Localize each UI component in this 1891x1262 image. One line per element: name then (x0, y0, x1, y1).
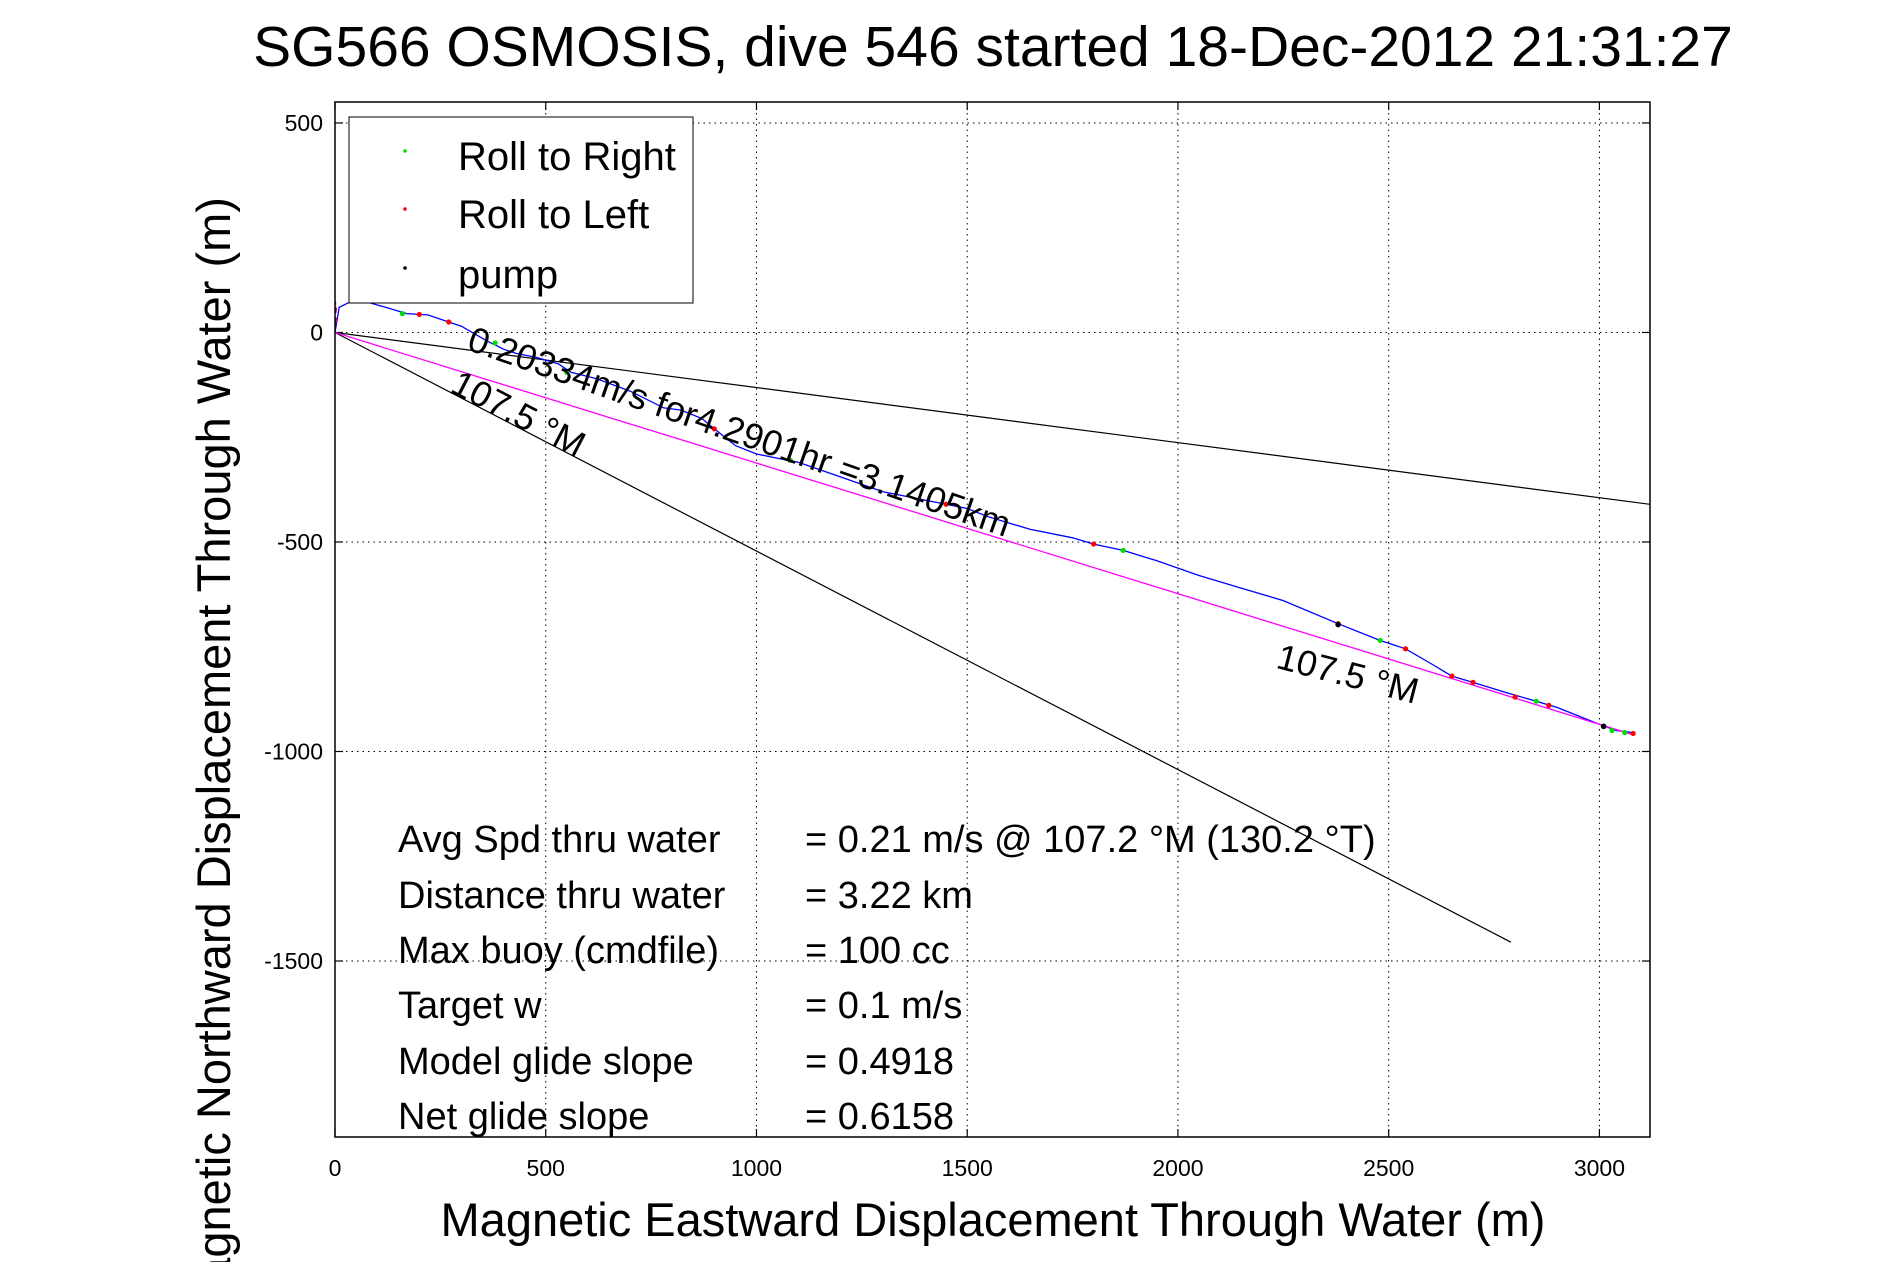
x-tick-label: 3000 (1574, 1155, 1625, 1181)
reference-line (335, 331, 1650, 505)
stat-value: = 3.22 km (805, 875, 973, 917)
y-tick-label: -500 (277, 529, 323, 555)
stat-label: Net glide slope (398, 1096, 649, 1138)
marker-pump (1600, 723, 1607, 730)
legend-marker-roll-right (403, 149, 407, 153)
marker-roll-right (399, 311, 406, 317)
y-tick-label: 500 (285, 110, 323, 136)
marker-roll-right (1609, 727, 1615, 734)
marker-roll-right (492, 340, 498, 346)
legend-label-roll-right: Roll to Right (458, 135, 676, 179)
stat-value: = 0.4918 (805, 1041, 954, 1083)
reference-line (335, 331, 1512, 943)
y-axis-label: Magnetic Northward Displacement Through … (187, 197, 240, 1262)
stat-value: = 100 cc (805, 930, 950, 972)
marker-roll-left (1470, 679, 1476, 685)
series-line-heading-line (335, 331, 1634, 736)
stat-label: Model glide slope (398, 1041, 694, 1083)
stat-value: = 0.6158 (805, 1096, 954, 1138)
stat-label: Distance thru water (398, 875, 726, 917)
data-layer (335, 295, 1650, 943)
marker-roll-right (564, 369, 570, 375)
legend-marker-pump (403, 266, 407, 270)
legend-label-pump: pump (458, 253, 558, 297)
marker-roll-left (1546, 702, 1552, 709)
y-axis-ticks: 500 0 -500 -1000 -1500 (264, 110, 1650, 974)
stat-label: Max buoy (cmdfile) (398, 930, 719, 972)
legend-label-roll-left: Roll to Left (458, 193, 649, 237)
marker-roll-left (1630, 730, 1636, 737)
y-tick-label: -1000 (264, 738, 323, 764)
dive-stats: Avg Spd thru water = 0.21 m/s @ 107.2 °M … (398, 819, 1376, 1138)
x-axis-label: Magnetic Eastward Displacement Through W… (441, 1193, 1546, 1246)
marker-roll-right (1622, 730, 1628, 736)
stat-label: Target w (398, 985, 542, 1027)
plot-frame (334, 101, 1651, 1138)
marker-roll-right (787, 457, 793, 463)
marker-roll-left (1091, 541, 1097, 547)
x-axis-ticks: 0 500 1000 1500 2000 2500 3000 (329, 102, 1625, 1181)
marker-roll-left (1512, 694, 1518, 700)
y-tick-label: 0 (310, 319, 323, 345)
marker-pump (1335, 621, 1341, 628)
marker-roll-left (416, 311, 422, 318)
marker-roll-right (1533, 698, 1539, 704)
stat-value: = 0.1 m/s (805, 985, 962, 1027)
marker-roll-right (1377, 637, 1383, 644)
marker-roll-right (1120, 547, 1126, 553)
x-tick-label: 1000 (731, 1155, 782, 1181)
marker-surface-cluster (335, 308, 337, 315)
chart-title: SG566 OSMOSIS, dive 546 started 18-Dec-2… (253, 15, 1733, 79)
x-tick-label: 500 (527, 1155, 565, 1181)
legend-marker-roll-left (403, 207, 407, 211)
marker-roll-left (1449, 673, 1455, 679)
y-tick-label: -1500 (264, 948, 323, 974)
x-tick-label: 2000 (1152, 1155, 1203, 1181)
series-line-track (335, 298, 1634, 734)
marker-roll-left (446, 319, 452, 325)
marker-roll-left (1402, 646, 1409, 652)
stat-value: = 0.21 m/s @ 107.2 °M (130.2 °T) (805, 819, 1376, 861)
marker-roll-left (943, 501, 949, 507)
x-tick-label: 1500 (942, 1155, 993, 1181)
legend: Roll to Right Roll to Left pump (348, 116, 694, 304)
x-tick-label: 2500 (1363, 1155, 1414, 1181)
stat-label: Avg Spd thru water (398, 819, 721, 861)
marker-roll-left (711, 426, 717, 432)
x-tick-label: 0 (329, 1155, 342, 1181)
